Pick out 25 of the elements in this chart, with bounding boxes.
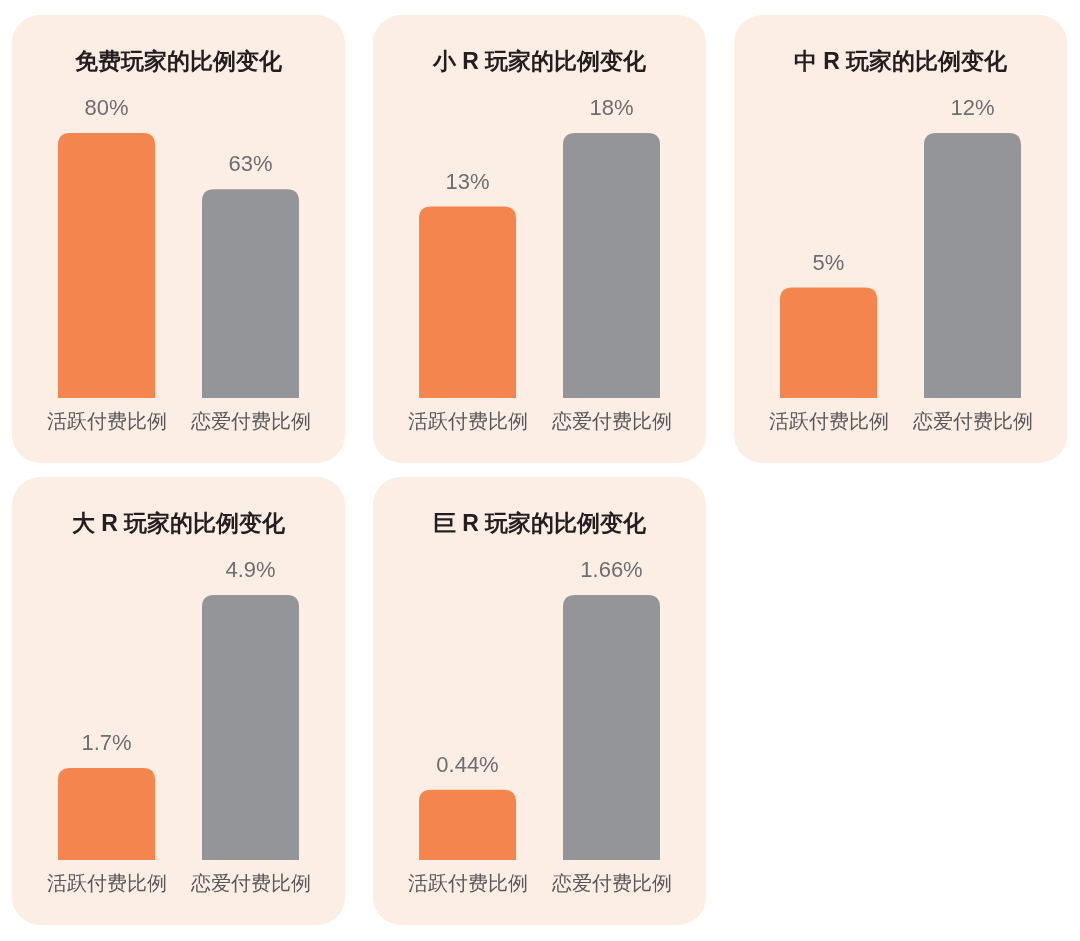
chart-title: 大 R 玩家的比例变化 <box>71 510 287 536</box>
data-label: 1.7% <box>81 730 132 756</box>
x-tick-label: 恋爱付费比例 <box>911 410 1033 432</box>
x-tick-label: 活跃付费比例 <box>768 410 889 432</box>
data-label: 80% <box>84 95 129 120</box>
data-label: 5% <box>812 249 845 275</box>
x-tick-label: 恋爱付费比例 <box>189 872 311 894</box>
data-label: 18% <box>589 95 634 120</box>
data-label: 13% <box>445 168 490 194</box>
chart-title: 小 R 玩家的比例变化 <box>431 48 648 74</box>
x-tick-label: 恋爱付费比例 <box>189 410 311 432</box>
x-tick-label: 恋爱付费比例 <box>550 872 672 894</box>
x-tick-label: 恋爱付费比例 <box>550 410 672 432</box>
data-label: 0.44% <box>436 751 499 777</box>
x-tick-label: 活跃付费比例 <box>46 410 167 432</box>
data-label: 63% <box>228 151 273 177</box>
data-label: 1.66% <box>580 557 643 582</box>
chart-title: 免费玩家的比例变化 <box>74 48 283 74</box>
x-tick-label: 活跃付费比例 <box>46 872 167 894</box>
data-label: 4.9% <box>225 557 276 582</box>
chart-title: 巨 R 玩家的比例变化 <box>432 510 648 536</box>
data-label: 12% <box>950 95 995 120</box>
x-tick-label: 活跃付费比例 <box>407 410 528 432</box>
chart-title: 中 R 玩家的比例变化 <box>793 48 1009 74</box>
x-tick-label: 活跃付费比例 <box>407 872 528 894</box>
